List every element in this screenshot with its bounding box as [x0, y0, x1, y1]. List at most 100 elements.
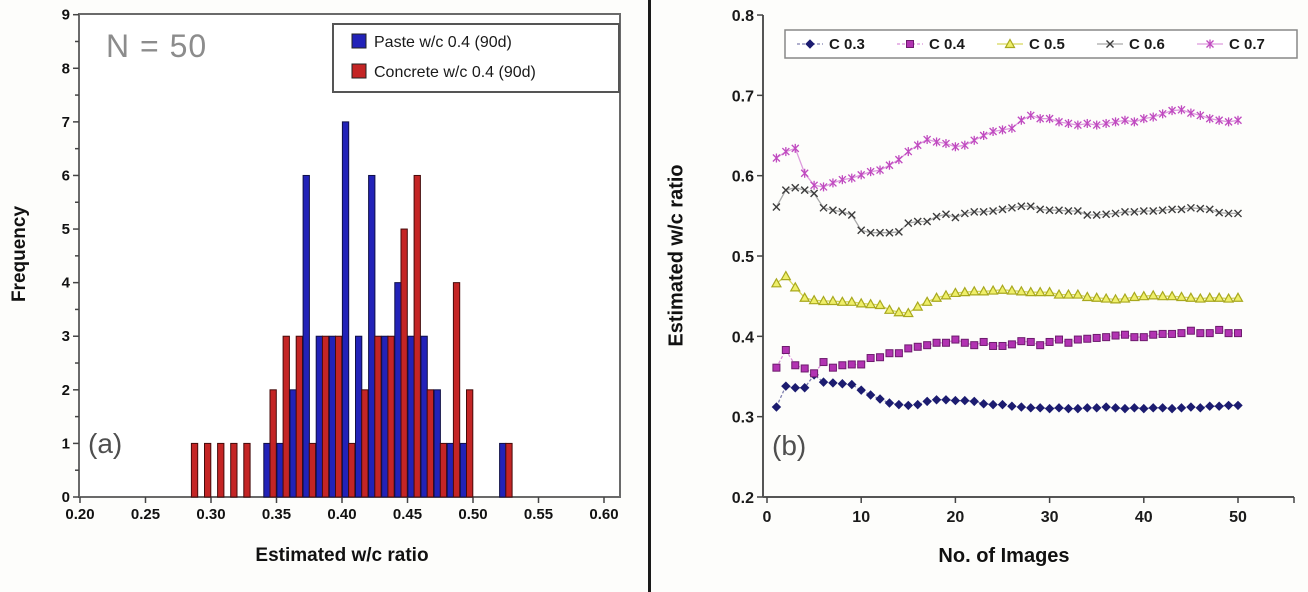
- triangle-marker: [1072, 288, 1084, 299]
- square-marker: [998, 341, 1007, 350]
- x-tick-label: 0.50: [458, 506, 487, 523]
- panel-a-label: (a): [88, 428, 123, 459]
- star-marker: [1036, 114, 1045, 124]
- diamond-marker: [865, 390, 876, 400]
- series-c-0.4: [772, 325, 1242, 378]
- triangle-marker: [789, 281, 801, 292]
- y-tick-label: 0.4: [732, 329, 754, 346]
- paste-bar: [459, 442, 468, 498]
- x-marker: [781, 186, 790, 195]
- paste-bar: [433, 389, 441, 498]
- diamond-marker: [828, 378, 838, 388]
- square-marker: [838, 361, 847, 370]
- square-marker: [1026, 337, 1035, 346]
- diamond-marker: [790, 383, 800, 393]
- triangle-marker: [968, 285, 980, 296]
- x-marker: [1120, 207, 1129, 216]
- series-line: [775, 373, 1238, 410]
- legend-label: C 0.4: [929, 36, 966, 53]
- star-marker: [772, 153, 781, 163]
- triangle-marker: [780, 270, 792, 281]
- panel-b-line-chart: 0.2 0.3 0.4 0.5 0.6 0.7 0.8 0 10 20 30 40 50 C 0.3 C 0…: [652, 0, 1308, 592]
- legend-label: C 0.5: [1029, 36, 1065, 53]
- square-marker: [1149, 330, 1158, 339]
- triangle-marker: [1091, 292, 1103, 302]
- star-marker: [1149, 112, 1158, 122]
- star-marker: [1234, 115, 1242, 125]
- diamond-marker: [1148, 403, 1158, 413]
- x-marker: [894, 227, 903, 236]
- square-marker: [1186, 326, 1195, 335]
- x-marker: [1106, 40, 1114, 48]
- x-marker: [979, 207, 988, 216]
- concrete-bar: [361, 389, 369, 498]
- axis-ticks-a: [73, 13, 605, 503]
- star-marker: [970, 135, 979, 145]
- star-marker: [979, 131, 988, 141]
- diamond-marker: [1035, 403, 1045, 413]
- triangle-marker: [893, 306, 905, 317]
- diamond-marker: [1091, 403, 1102, 413]
- triangle-marker: [865, 298, 877, 309]
- star-marker: [913, 140, 922, 150]
- star-marker: [1111, 117, 1120, 127]
- square-marker: [913, 342, 922, 351]
- star-marker: [1017, 115, 1026, 125]
- x-marker: [941, 210, 950, 219]
- triangle-marker: [921, 296, 933, 306]
- line-chart: 0.20.30.40.50.60.70.80 10 20 30 40 50C 0.3 C 0…: [732, 8, 1298, 526]
- triangle-marker: [1006, 284, 1018, 295]
- legend-label: Concrete w/c 0.4 (90d): [374, 64, 536, 81]
- diamond-marker: [1139, 403, 1149, 414]
- square-marker: [1102, 333, 1111, 342]
- x-marker: [1186, 203, 1195, 212]
- square-marker: [1045, 337, 1054, 346]
- y-tick-label: 0.2: [732, 490, 754, 507]
- x-marker: [951, 213, 960, 222]
- diamond-marker: [1233, 400, 1243, 411]
- concrete-bar: [452, 282, 461, 498]
- diamond-marker: [847, 379, 857, 390]
- triangle-marker: [902, 307, 914, 318]
- triangle-marker: [1194, 292, 1206, 303]
- y-tick-label: 0.8: [732, 8, 754, 25]
- concrete-bar: [400, 228, 408, 498]
- x-marker: [1111, 209, 1120, 218]
- x-tick-label: 0.20: [65, 506, 94, 523]
- diamond-marker: [988, 399, 998, 410]
- star-marker: [1186, 108, 1195, 118]
- square-marker: [1007, 340, 1016, 349]
- paste-bar: [341, 121, 350, 498]
- paste-bar: [446, 442, 455, 498]
- x-tick-label: 0.55: [524, 506, 553, 523]
- x-marker: [876, 228, 885, 237]
- x-marker: [1196, 204, 1205, 213]
- diamond-marker: [856, 385, 866, 395]
- triangle-marker: [1053, 288, 1065, 299]
- paste-bar: [499, 442, 507, 498]
- square-marker: [906, 40, 914, 48]
- square-marker: [951, 335, 960, 344]
- star-marker: [819, 182, 828, 192]
- triangle-marker: [1025, 286, 1037, 297]
- square-marker: [894, 349, 903, 358]
- x-marker: [1073, 207, 1082, 216]
- x-marker: [1205, 205, 1214, 214]
- triangle-marker: [959, 286, 971, 297]
- square-marker: [847, 360, 856, 369]
- square-marker: [791, 361, 800, 370]
- square-marker: [1017, 337, 1026, 346]
- triangle-marker: [1147, 289, 1159, 300]
- x-tick-label: 20: [947, 509, 965, 526]
- diamond-marker: [1016, 402, 1027, 412]
- square-marker: [1073, 335, 1082, 344]
- star-marker: [1224, 117, 1233, 127]
- star-marker: [866, 167, 875, 177]
- series-line: [776, 109, 1239, 188]
- concrete-bar: [321, 335, 330, 498]
- paste-bar: [302, 174, 310, 498]
- series-c-0.5: [770, 270, 1244, 318]
- star-marker: [1073, 120, 1082, 130]
- diamond-marker: [1026, 403, 1036, 413]
- star-marker: [1139, 114, 1148, 124]
